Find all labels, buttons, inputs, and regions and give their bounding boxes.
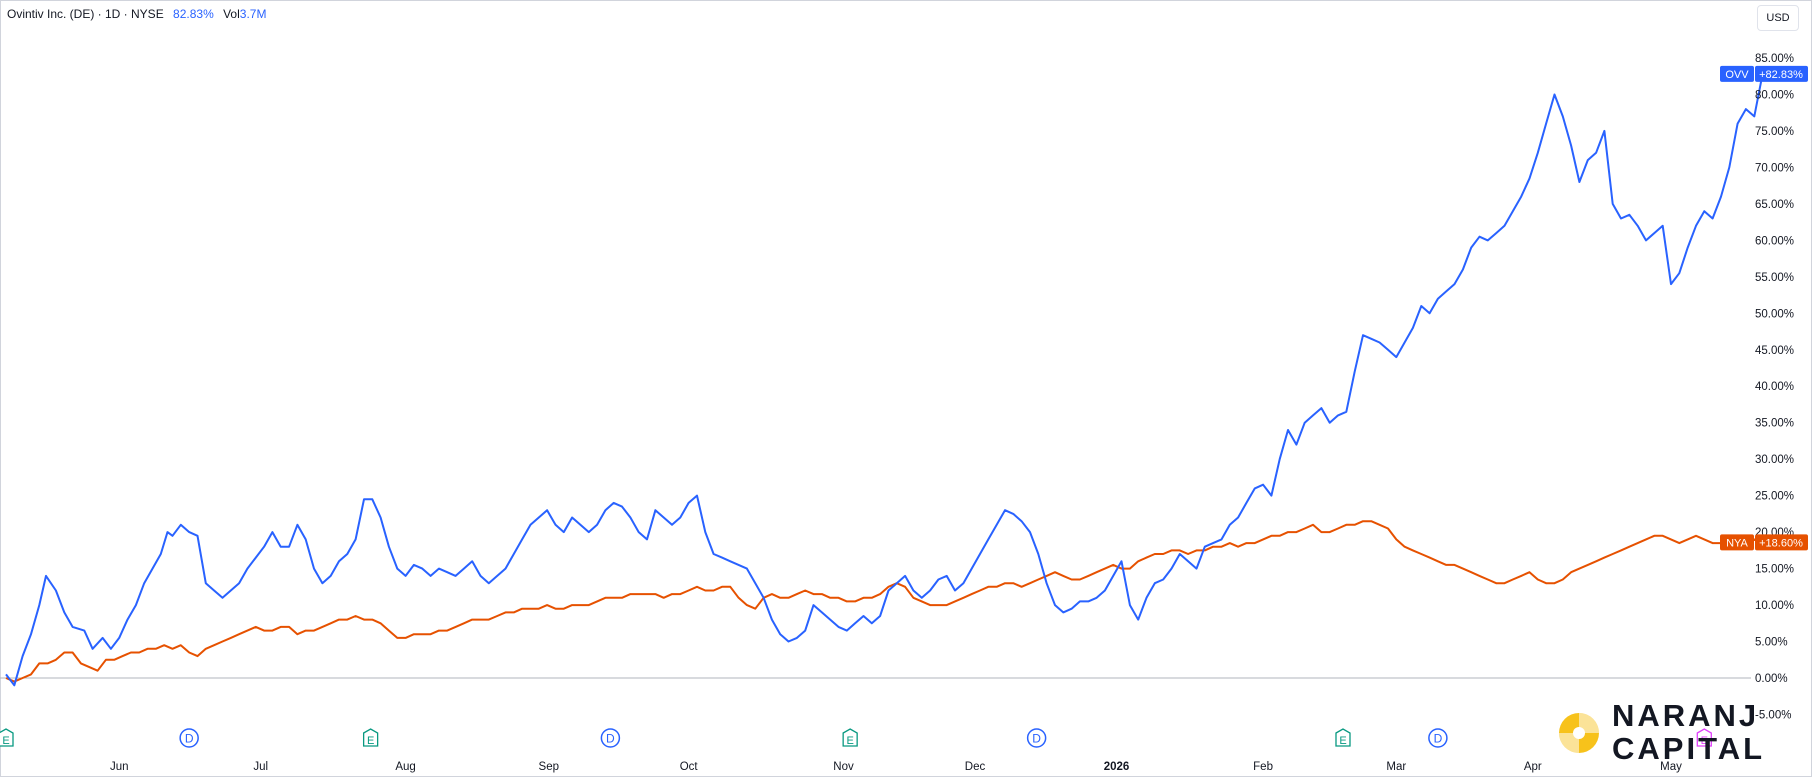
x-tick-label: Jun [110,761,129,773]
y-tick-label: 50.00% [1755,308,1794,320]
x-tick-label: Feb [1253,761,1273,773]
symbol-title[interactable]: Ovintiv Inc. (DE) · 1D · NYSE [7,7,164,21]
svg-text:+82.83%: +82.83% [1759,69,1803,81]
price-label-nya: NYA +18.60% [1720,534,1808,551]
y-tick-label: 55.00% [1755,272,1794,284]
earnings-marker[interactable]: E [1335,728,1351,747]
earnings-marker[interactable]: E [362,728,379,747]
dividend-marker[interactable]: D [179,728,199,748]
volume-value: 3.7M [239,7,267,21]
earnings-marker[interactable]: E [1696,728,1712,747]
x-tick-label: Aug [395,761,415,773]
x-tick-label: May [1660,761,1682,773]
y-tick-label: 0.00% [1755,673,1788,685]
x-tick-label: Dec [965,761,986,773]
x-tick-label: Nov [833,761,854,773]
x-tick-label: Apr [1524,761,1542,773]
brand-logo: NARANJ CAPITAL [1556,698,1762,764]
x-tick-label: Jul [253,761,268,773]
svg-text:E: E [1339,735,1346,747]
y-tick-label: 45.00% [1755,345,1794,357]
x-axis[interactable]: Jun Jul Aug Sep Oct Nov Dec 2026 Feb Mar Apr May [110,761,1682,773]
chart-legend-header: Ovintiv Inc. (DE) · 1D · NYSE 82.83% Vol… [7,7,266,21]
series-line-ovv[interactable] [5,73,1764,687]
series-line-nya[interactable] [5,520,1763,683]
y-tick-label: 35.00% [1755,418,1794,430]
y-tick-label: 30.00% [1755,454,1794,466]
dividend-marker[interactable]: D [1026,728,1047,748]
svg-text:E: E [367,735,374,747]
brand-name-line2: CAPITAL [1612,731,1766,766]
y-tick-label: 25.00% [1755,491,1794,503]
currency-button[interactable]: USD [1757,5,1799,31]
svg-text:NYA: NYA [1726,537,1748,549]
svg-text:OVV: OVV [1725,69,1749,81]
y-tick-label: 75.00% [1755,126,1794,138]
dividend-marker[interactable]: D [600,728,621,748]
svg-text:E: E [2,735,9,747]
svg-text:E: E [846,735,853,747]
svg-text:E: E [1701,735,1708,747]
brand-mark-icon [1559,713,1599,753]
y-tick-label: 65.00% [1755,199,1794,211]
price-label-ovv: OVV +82.83% [1720,65,1808,82]
svg-text:D: D [185,732,194,746]
y-tick-label: 40.00% [1755,381,1794,393]
y-tick-label: 60.00% [1755,235,1794,247]
earnings-marker[interactable]: E [0,728,14,747]
series-layer [5,73,1764,687]
svg-text:D: D [1434,732,1443,746]
price-labels: OVV +82.83% NYA +18.60% [1720,65,1808,551]
x-tick-label: Mar [1386,761,1406,773]
y-tick-label: 85.00% [1755,53,1794,65]
x-tick-label: Oct [680,761,699,773]
dividend-marker[interactable]: D [1428,728,1448,748]
earnings-marker[interactable]: E [842,728,858,747]
y-tick-label: 10.00% [1755,600,1794,612]
brand-name-line1: NARANJ [1612,698,1760,733]
y-tick-label: 80.00% [1755,89,1794,101]
volume-label: Vol [223,7,240,21]
y-tick-label: 15.00% [1755,564,1794,576]
y-axis[interactable]: 85.00% 80.00% 75.00% 70.00% 65.00% 60.00% 55.0… [1755,53,1794,721]
x-tick-label: 2026 [1104,761,1130,773]
y-tick-label: 70.00% [1755,162,1794,174]
change-percent: 82.83% [173,7,214,21]
y-tick-label: 5.00% [1755,637,1788,649]
svg-text:D: D [1032,732,1041,746]
x-tick-label: Sep [539,761,559,773]
svg-text:D: D [606,732,615,746]
svg-text:+18.60%: +18.60% [1759,537,1803,549]
y-tick-label: -5.00% [1755,709,1791,721]
